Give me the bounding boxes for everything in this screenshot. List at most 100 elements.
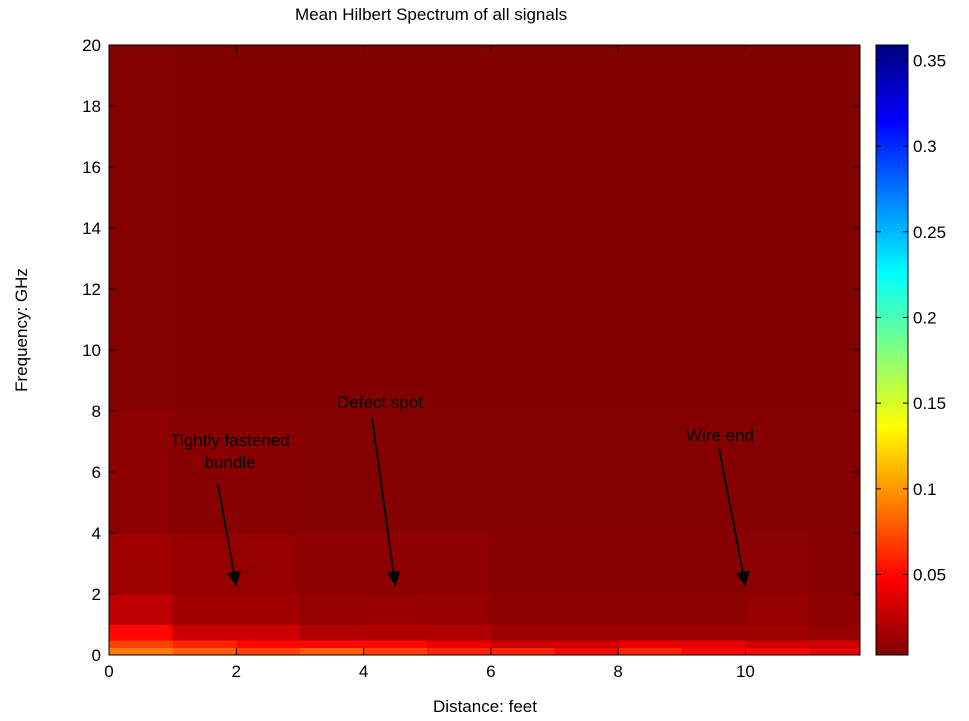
heatmap-cell (299, 411, 365, 534)
heatmap-cell (618, 639, 683, 648)
heatmap-cell (299, 594, 365, 625)
heatmap-cell (809, 624, 861, 641)
heatmap-cell (236, 411, 301, 534)
annotation: Wire end (685, 426, 755, 445)
heatmap-cell (427, 639, 492, 648)
heatmap-cell (681, 594, 746, 625)
heatmap-cell (745, 624, 810, 641)
heatmap-cell (109, 594, 174, 625)
heatmap-cell (618, 45, 683, 412)
y-axis-label: Frequency: GHz (12, 268, 31, 392)
heatmap-cell (109, 533, 174, 595)
x-tick-label: 6 (486, 662, 495, 681)
annotation-arrow (371, 417, 401, 587)
colorbar-tick-label: 0.25 (913, 223, 946, 242)
heatmap-cell (172, 594, 237, 625)
heatmap-cell (236, 624, 301, 641)
heatmap-cell (299, 533, 365, 595)
heatmap-cell (172, 45, 237, 412)
heatmap-cell (554, 639, 619, 648)
heatmap-cell (554, 647, 619, 656)
annotation: Defect spot (337, 393, 423, 412)
colorbar-tick-label: 0.15 (913, 394, 946, 413)
heatmap-cell (809, 533, 861, 595)
heatmap-cell (172, 639, 237, 648)
heatmap-cell (427, 624, 492, 641)
heatmap-cell (618, 533, 683, 595)
colorbar (875, 44, 909, 656)
heatmap-cell (109, 639, 174, 648)
heatmap-cell (554, 594, 619, 625)
y-tick-label: 14 (82, 219, 101, 238)
colorbar-tick-label: 0.2 (913, 308, 937, 327)
heatmap-cell (427, 411, 492, 534)
heatmap-cell (554, 45, 619, 412)
heatmap-cell (109, 647, 174, 656)
heatmap-cell (618, 411, 683, 534)
x-tick-label: 4 (359, 662, 368, 681)
y-tick-label: 16 (82, 158, 101, 177)
colorbar-tick-label: 0.1 (913, 480, 937, 499)
y-tick-label: 18 (82, 97, 101, 116)
heatmap-cell (236, 533, 301, 595)
heatmap-cell (299, 647, 365, 656)
heatmap-cell (745, 647, 810, 656)
y-tick-label: 2 (92, 585, 101, 604)
x-axis-label: Distance: feet (433, 697, 537, 716)
heatmap-cell (809, 411, 861, 534)
heatmap-cell (618, 594, 683, 625)
heatmap-cell (809, 45, 861, 412)
heatmap-cell (681, 624, 746, 641)
heatmap-cell (554, 533, 619, 595)
heatmap-cell (363, 639, 428, 648)
heatmap-cell (554, 411, 619, 534)
x-tick-label: 8 (613, 662, 622, 681)
heatmap-cell (490, 533, 556, 595)
heatmap-cell (299, 45, 365, 412)
heatmap-cell (490, 594, 556, 625)
heatmap-cell (427, 45, 492, 412)
heatmap-cell (490, 624, 556, 641)
annotation-text: Tightly fastened bundle (170, 431, 290, 472)
y-tick-label: 12 (82, 280, 101, 299)
annotation: Tightly fastened bundle (170, 431, 290, 472)
heatmap-cell (172, 533, 237, 595)
heatmap-cell (681, 45, 746, 412)
heatmap-cell (299, 639, 365, 648)
x-tick-label: 10 (736, 662, 755, 681)
heatmap-cell (490, 411, 556, 534)
x-tick-label: 0 (104, 662, 113, 681)
colorbar-tick-label: 0.3 (913, 137, 937, 156)
colorbar-tick-label: 0.05 (913, 565, 946, 584)
heatmap-cell (554, 624, 619, 641)
y-tick-label: 4 (92, 524, 101, 543)
heatmap-cell (681, 647, 746, 656)
y-tick-label: 20 (82, 36, 101, 55)
heatmap-cell (427, 594, 492, 625)
heatmap-cell (490, 647, 556, 656)
heatmap-cell (172, 624, 237, 641)
y-tick-label: 8 (92, 402, 101, 421)
y-tick-label: 6 (92, 463, 101, 482)
heatmap-cell (427, 533, 492, 595)
heatmap-cell (363, 45, 428, 412)
heatmap-cell (109, 411, 174, 534)
heatmap-cell (809, 639, 861, 648)
heatmap-cell (236, 594, 301, 625)
heatmap-cell (363, 624, 428, 641)
annotation-text: Wire end (685, 426, 755, 445)
heatmap-cell (681, 533, 746, 595)
heatmap-cell (490, 45, 556, 412)
heatmap-cell (745, 411, 810, 534)
annotation-arrow (718, 447, 750, 587)
heatmap-cell (236, 45, 301, 412)
heatmap-cell (427, 647, 492, 656)
annotation-text: Defect spot (337, 393, 423, 412)
heatmap-cell (745, 594, 810, 625)
heatmap-cell (172, 411, 237, 534)
heatmap-cell (363, 594, 428, 625)
heatmap-cell (299, 624, 365, 641)
heatmap-cell (109, 45, 174, 412)
heatmap-cell (236, 639, 301, 648)
